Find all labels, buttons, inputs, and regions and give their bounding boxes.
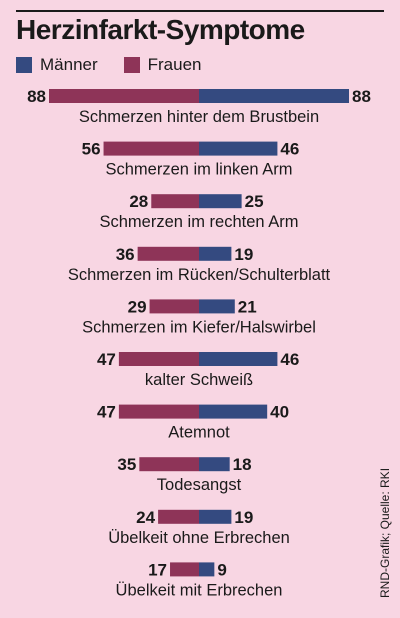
- value-label-frauen: 56: [82, 140, 101, 159]
- chart-row: 36 19 Schmerzen im Rücken/Schulterblatt: [68, 245, 331, 284]
- category-label: kalter Schweiß: [145, 371, 253, 389]
- value-label-frauen: 47: [97, 350, 116, 369]
- bar-maenner: [199, 562, 215, 577]
- value-label-frauen: 28: [129, 192, 148, 211]
- bar-maenner: [199, 246, 232, 261]
- category-label: Todesangst: [157, 476, 242, 494]
- chart-row: 56 46 Schmerzen im linken Arm: [82, 140, 300, 179]
- value-label-maenner: 9: [217, 560, 226, 579]
- source-credit: RND-Grafik; Quelle: RKI: [378, 467, 392, 598]
- category-label: Schmerzen im Kiefer/Halswirbel: [82, 318, 316, 336]
- value-label-maenner: 40: [270, 403, 289, 422]
- bar-frauen: [151, 194, 199, 209]
- bar-maenner: [199, 509, 232, 524]
- chart-row: 88 88 Schmerzen hinter dem Brustbein: [27, 87, 371, 126]
- bar-frauen: [118, 352, 199, 366]
- bar-frauen: [170, 562, 199, 577]
- value-label-maenner: 46: [280, 140, 299, 159]
- legend: Männer Frauen: [16, 55, 228, 75]
- bar-frauen: [103, 141, 199, 156]
- chart-row: 47 40 Atemnot: [97, 403, 289, 442]
- bar-frauen: [137, 246, 199, 261]
- value-label-maenner: 88: [352, 87, 371, 106]
- legend-label-maenner: Männer: [40, 55, 98, 74]
- legend-item-frauen: Frauen: [123, 55, 202, 75]
- value-label-frauen: 24: [136, 508, 155, 527]
- bar-maenner: [199, 89, 349, 103]
- chart-row: 29 21 Schmerzen im Kiefer/Halswirbel: [82, 297, 316, 336]
- chart-row: 24 19 Übelkeit ohne Erbrechen: [108, 508, 290, 547]
- legend-swatch-frauen: [123, 57, 140, 73]
- category-label: Schmerzen im linken Arm: [105, 161, 292, 179]
- bar-maenner: [199, 352, 278, 366]
- bar-frauen: [158, 509, 199, 524]
- bar-frauen: [49, 89, 199, 103]
- bar-maenner: [199, 299, 235, 314]
- bar-maenner: [199, 194, 242, 209]
- category-label: Übelkeit ohne Erbrechen: [108, 529, 290, 547]
- category-label: Übelkeit mit Erbrechen: [116, 581, 283, 599]
- legend-item-maenner: Männer: [16, 55, 98, 75]
- category-label: Schmerzen hinter dem Brustbein: [79, 108, 319, 126]
- value-label-frauen: 88: [27, 87, 46, 106]
- chart-title: Herzinfarkt-Symptome: [16, 14, 305, 45]
- value-label-frauen: 36: [116, 245, 135, 264]
- value-label-frauen: 29: [128, 297, 147, 316]
- legend-label-frauen: Frauen: [147, 55, 202, 74]
- top-rule: [16, 10, 384, 12]
- value-label-frauen: 17: [148, 560, 167, 579]
- value-label-frauen: 47: [97, 403, 116, 422]
- bar-frauen: [118, 404, 199, 419]
- bar-frauen: [149, 299, 199, 314]
- value-label-frauen: 35: [117, 455, 136, 474]
- bar-maenner: [199, 141, 278, 156]
- value-label-maenner: 18: [233, 455, 252, 474]
- bar-frauen: [139, 457, 199, 472]
- chart-row: 47 46 kalter Schweiß: [97, 350, 299, 389]
- bar-maenner: [199, 404, 268, 419]
- bar-maenner: [199, 457, 230, 472]
- value-label-maenner: 25: [245, 192, 264, 211]
- value-label-maenner: 19: [234, 245, 253, 264]
- chart-row: 17 9 Übelkeit mit Erbrechen: [116, 560, 283, 599]
- chart-row: 35 18 Todesangst: [117, 455, 251, 494]
- value-label-maenner: 21: [238, 297, 257, 316]
- value-label-maenner: 46: [280, 350, 299, 369]
- category-label: Schmerzen im rechten Arm: [100, 213, 299, 231]
- chart-row: 28 25 Schmerzen im rechten Arm: [100, 192, 299, 231]
- category-label: Schmerzen im Rücken/Schulterblatt: [68, 266, 331, 284]
- legend-swatch-maenner: [16, 57, 32, 73]
- category-label: Atemnot: [168, 424, 230, 442]
- value-label-maenner: 19: [234, 508, 253, 527]
